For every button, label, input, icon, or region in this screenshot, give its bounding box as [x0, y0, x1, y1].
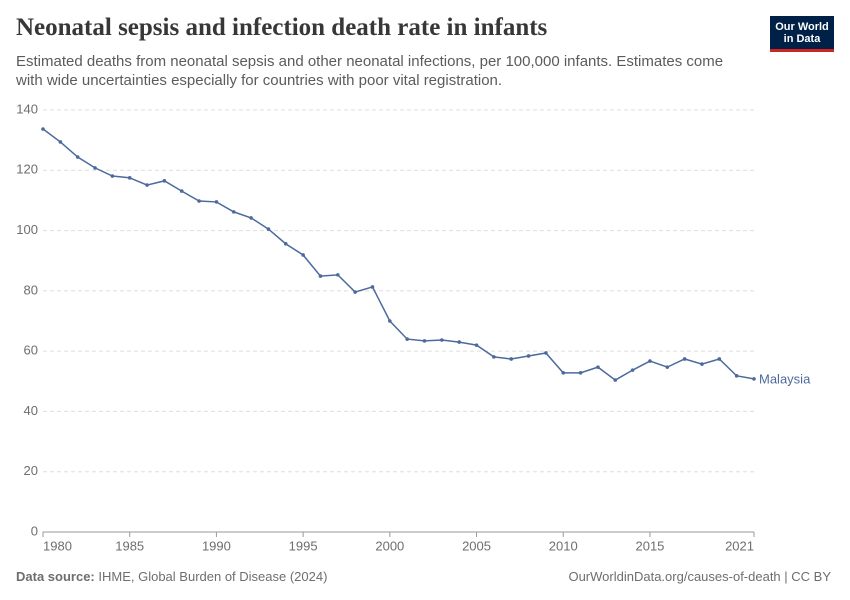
- point: [405, 337, 409, 341]
- point: [145, 183, 149, 187]
- point: [41, 127, 45, 131]
- point: [127, 176, 132, 180]
- point: [283, 242, 288, 246]
- footer-source: Data source: IHME, Global Burden of Dise…: [16, 569, 327, 584]
- point: [214, 200, 219, 204]
- x-tick-label: 2005: [462, 538, 491, 553]
- point: [544, 351, 548, 355]
- point: [301, 253, 305, 257]
- x-tick-label: 2015: [635, 538, 664, 553]
- x-tick-label: 1985: [115, 538, 144, 553]
- point: [561, 371, 566, 375]
- x-tick-label: 1980: [43, 538, 72, 553]
- y-tick-label: 20: [24, 463, 38, 478]
- point: [596, 365, 600, 369]
- point: [231, 210, 236, 214]
- point: [492, 355, 496, 359]
- point: [665, 365, 670, 369]
- point: [353, 290, 357, 294]
- point: [266, 227, 271, 231]
- point: [457, 340, 461, 344]
- logo-line: Our World: [775, 21, 829, 33]
- point: [58, 140, 63, 144]
- point: [318, 274, 323, 278]
- point: [422, 339, 427, 343]
- point: [440, 338, 444, 342]
- line: [42, 128, 755, 381]
- y-tick-label: 120: [16, 162, 38, 177]
- point: [526, 354, 531, 358]
- x-tick-label: 2010: [549, 538, 578, 553]
- point: [734, 374, 739, 378]
- source: IHME, Global Burden of Disease (2024): [98, 569, 328, 584]
- series-label: Malaysia: [759, 371, 811, 386]
- chart-subtitle: Estimated deaths from neonatal sepsis an…: [16, 53, 724, 89]
- y-tick-label: 60: [24, 343, 38, 358]
- x-tick-label: 1990: [202, 538, 231, 553]
- point: [162, 179, 167, 183]
- point: [613, 378, 618, 382]
- point: [648, 359, 652, 363]
- y-tick-label: 0: [31, 523, 38, 538]
- chart-title: Neonatal sepsis and infection death rate…: [16, 14, 548, 41]
- point: [578, 371, 583, 375]
- point: [630, 368, 635, 372]
- point: [700, 362, 704, 366]
- point: [388, 319, 392, 323]
- point: [93, 166, 97, 170]
- point: [682, 357, 687, 361]
- x-tick-label: 1995: [289, 538, 318, 553]
- point: [474, 343, 479, 347]
- y-tick-label: 80: [24, 282, 38, 297]
- point: [717, 357, 722, 361]
- point: [509, 357, 514, 361]
- logo-line: in Data: [783, 33, 821, 45]
- logo[interactable]: Our World in Data: [770, 16, 834, 52]
- point: [197, 199, 201, 203]
- source-label: Data source:: [16, 569, 95, 584]
- x-tick-label: 2000: [375, 538, 404, 553]
- point: [179, 189, 184, 193]
- point: [75, 155, 80, 159]
- x-tick-label: 2021: [725, 538, 754, 553]
- point: [752, 377, 756, 381]
- footer-url[interactable]: OurWorldinData.org/causes-of-death | CC …: [568, 569, 831, 584]
- point: [336, 273, 340, 277]
- point: [249, 216, 253, 220]
- y-tick-label: 40: [24, 403, 38, 418]
- point: [110, 174, 115, 178]
- y-tick-label: 100: [16, 222, 38, 237]
- y-tick-label: 140: [16, 101, 38, 116]
- point: [370, 285, 375, 289]
